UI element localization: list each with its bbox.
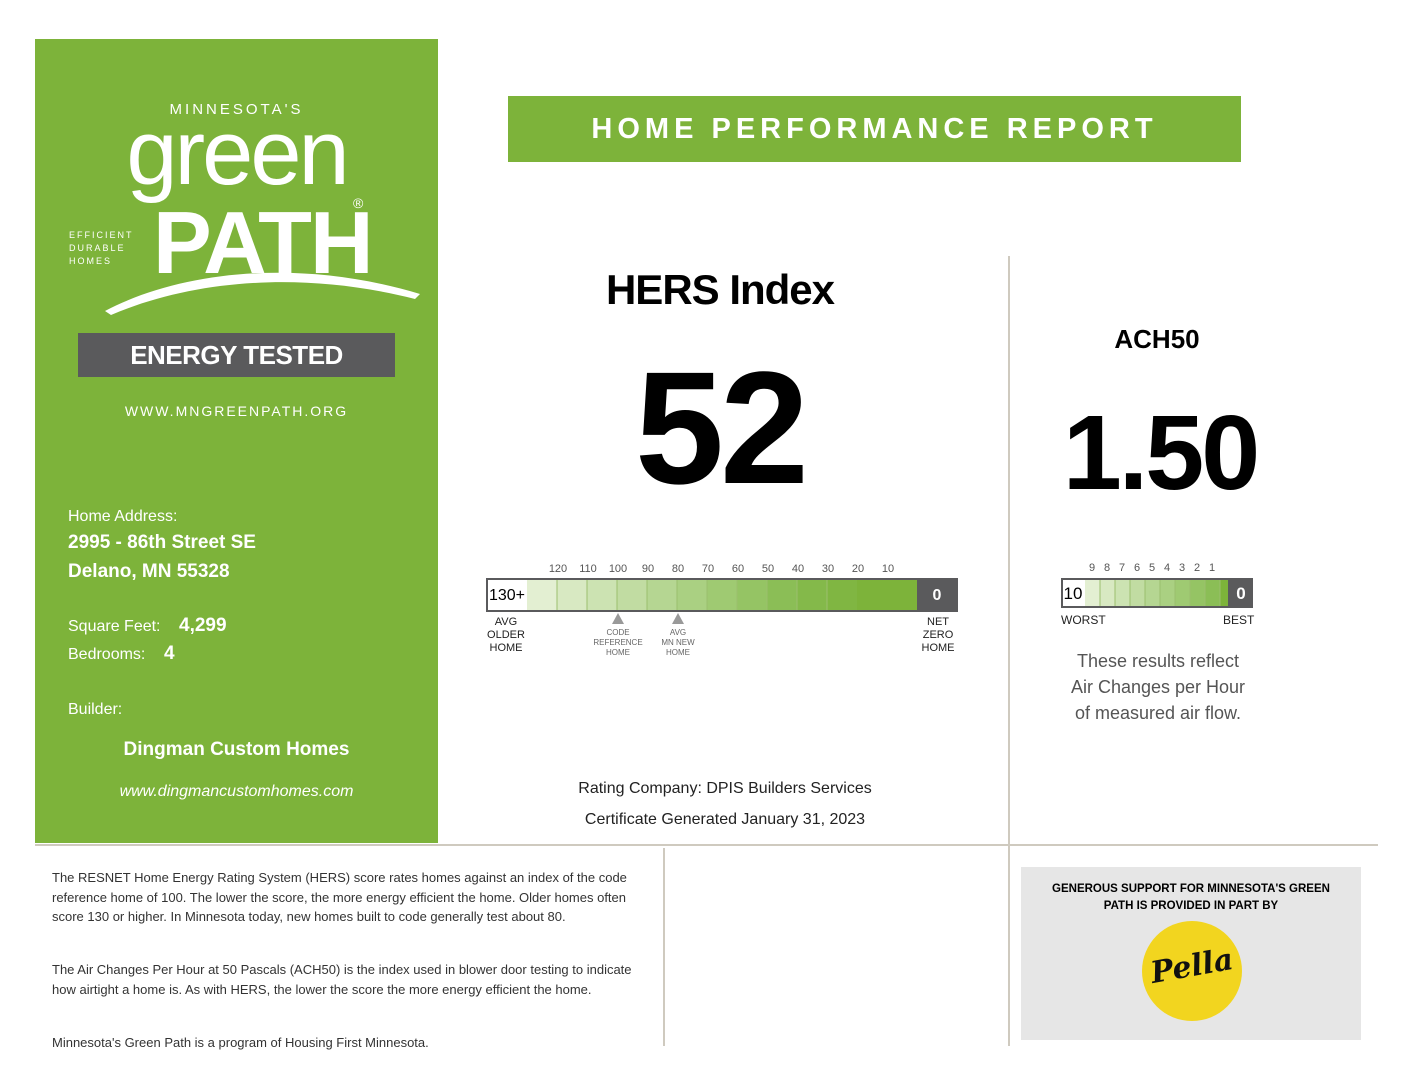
hers-score: 52 <box>635 338 809 517</box>
energy-tested-badge: ENERGY TESTED <box>78 333 395 377</box>
builder-name: Dingman Custom Homes <box>123 739 350 760</box>
ach-tick: 5 <box>1148 562 1156 574</box>
hers-tick: 10 <box>881 563 895 575</box>
hers-tick: 20 <box>851 563 865 575</box>
logo-green-word: green <box>126 102 349 204</box>
hers-explanation: The RESNET Home Energy Rating System (HE… <box>52 870 627 924</box>
ach-tick: 6 <box>1133 562 1141 574</box>
logo-registered-mark: ® <box>353 195 364 211</box>
ach-tick: 4 <box>1163 562 1171 574</box>
hers-tick: 110 <box>579 563 597 575</box>
sponsor-box: GENEROUS SUPPORT FOR MINNESOTA'S GREEN P… <box>1021 867 1361 1040</box>
hers-tick: 80 <box>671 563 685 575</box>
avg-mn-new-home-label: AVG MN NEW HOME <box>661 628 695 657</box>
hers-scale-left-label: 130+ <box>488 587 526 604</box>
sqft-label: Square Feet: <box>68 618 161 635</box>
hers-tick: 60 <box>731 563 745 575</box>
sqft-value: 4,299 <box>179 615 227 636</box>
address-label: Home Address: <box>68 508 178 525</box>
hers-tick: 90 <box>641 563 655 575</box>
address-line-1: 2995 - 86th Street SE <box>68 532 256 553</box>
avg-older-home-label: AVG OLDER HOME <box>487 616 525 654</box>
ach-tick: 2 <box>1193 562 1201 574</box>
avg-new-home-marker-icon <box>672 613 684 624</box>
hers-tick: 30 <box>821 563 835 575</box>
hers-tick: 70 <box>701 563 715 575</box>
certificate-date: Certificate Generated January 31, 2023 <box>584 811 866 828</box>
code-reference-home-label: CODE REFERENCE HOME <box>593 628 643 657</box>
logo-tagline-3: HOMES <box>69 256 113 266</box>
ach-worst-label: WORST <box>1061 613 1106 627</box>
ach-best-label: BEST <box>1223 613 1255 627</box>
pella-logo-text: Pella <box>1148 942 1236 991</box>
ach50-score: 1.50 <box>1062 394 1260 512</box>
ach-tick: 1 <box>1208 562 1216 574</box>
ach-tick: 3 <box>1178 562 1186 574</box>
address-line-2: Delano, MN 55328 <box>68 561 230 582</box>
code-reference-marker-icon <box>612 613 624 624</box>
hers-tick: 120 <box>548 563 568 575</box>
vertical-divider <box>1008 256 1010 1046</box>
sponsor-text: GENEROUS SUPPORT FOR MINNESOTA'S GREEN P… <box>1052 883 1330 912</box>
ach50-explanation: The Air Changes Per Hour at 50 Pascals (… <box>52 962 632 997</box>
pella-logo-icon: Pella <box>1142 921 1242 1021</box>
ach50-title: ACH50 <box>1114 324 1200 354</box>
ach-scale-left-label: 10 <box>1063 584 1083 603</box>
hers-tick: 100 <box>608 563 628 575</box>
hers-tick: 40 <box>791 563 805 575</box>
hers-title: HERS Index <box>605 266 835 313</box>
ach-scale-ticks: 9 8 7 6 5 4 3 2 1 <box>1089 562 1227 576</box>
program-website[interactable]: WWW.MNGREENPATH.ORG <box>124 403 349 419</box>
ach-scale-right-label: 0 <box>1236 584 1246 603</box>
hers-scale-right-label: 0 <box>932 587 942 604</box>
ach-tick: 8 <box>1103 562 1111 574</box>
logo-swoosh-icon <box>105 272 420 315</box>
hers-tick: 50 <box>761 563 775 575</box>
builder-website[interactable]: www.dingmancustomhomes.com <box>119 783 354 800</box>
bedrooms-value: 4 <box>164 643 175 664</box>
logo-tagline-2: DURABLE <box>69 243 126 253</box>
bedrooms-label: Bedrooms: <box>68 646 146 663</box>
net-zero-home-label: NET ZERO HOME <box>921 616 955 654</box>
hers-scale-bar <box>486 578 958 612</box>
logo-path-word: PATH <box>153 193 373 292</box>
bottom-vertical-divider <box>663 848 665 1046</box>
brand-panel: MINNESOTA'S green PATH ® EFFICIENT DURAB… <box>35 39 438 843</box>
horizontal-divider <box>35 844 1378 846</box>
logo-state-text: MINNESOTA'S <box>169 101 304 118</box>
report-title: HOME PERFORMANCE REPORT <box>508 96 1241 162</box>
program-note: Minnesota's Green Path is a program of H… <box>52 1035 429 1050</box>
ach-tick: 9 <box>1088 562 1096 574</box>
ach-tick: 7 <box>1118 562 1126 574</box>
ach-description: These results reflect Air Changes per Ho… <box>1070 651 1246 723</box>
ach-scale-bar <box>1061 578 1253 608</box>
logo-tagline-1: EFFICIENT <box>69 230 134 240</box>
rating-company: Rating Company: DPIS Builders Services <box>578 780 872 797</box>
builder-label: Builder: <box>68 701 123 718</box>
hers-scale-ticks: 120 110 100 90 80 70 60 50 40 30 20 10 <box>543 563 903 577</box>
